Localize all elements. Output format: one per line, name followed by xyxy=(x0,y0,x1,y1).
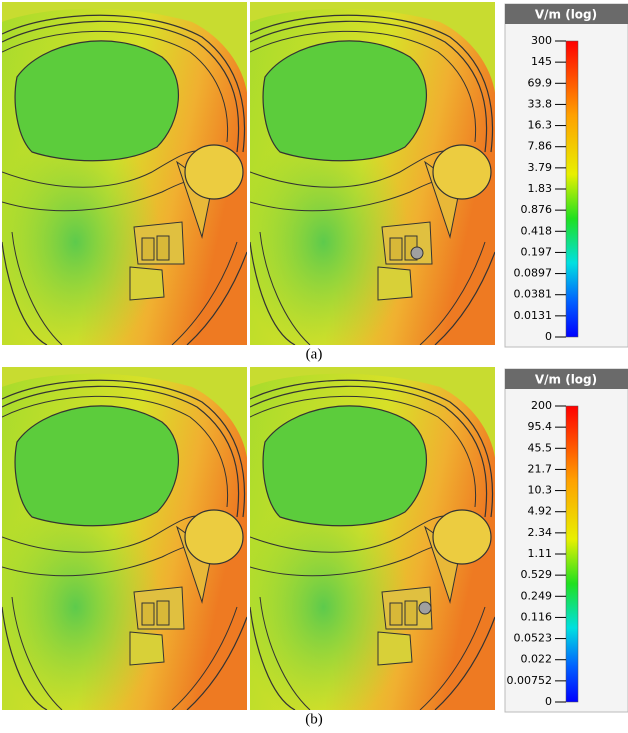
colorbar-tick-label: 0.022 xyxy=(521,653,553,666)
colorbar-tick-label: 0.529 xyxy=(521,568,553,581)
field-map xyxy=(250,367,496,710)
colorbar-tick-label: 0.0381 xyxy=(514,288,553,301)
field-map xyxy=(2,367,248,710)
field-map xyxy=(2,2,248,345)
colorbar-tick-label: 33.8 xyxy=(528,97,553,110)
colorbar-tick-label: 0.249 xyxy=(521,589,553,602)
colorbar-tick-label: 2.34 xyxy=(528,526,553,539)
colorbar-tick-label: 200 xyxy=(531,399,552,412)
colorbar-tick-label: 0 xyxy=(545,330,552,343)
colorbar xyxy=(565,40,579,338)
colorbar-tick-label: 1.11 xyxy=(528,547,553,560)
colorbar xyxy=(565,405,579,703)
panel-label: (b) xyxy=(305,711,323,727)
colorbar-tick-label: 0.197 xyxy=(521,245,553,258)
field-map xyxy=(250,2,496,345)
colorbar-tick-label: 16.3 xyxy=(528,119,553,132)
colorbar-tick-label: 0.876 xyxy=(521,203,553,216)
colorbar-tick-label: 7.86 xyxy=(528,140,553,153)
colorbar-tick-label: 1.83 xyxy=(528,182,553,195)
tooth-spot xyxy=(410,246,424,260)
colorbar-tick-label: 3.79 xyxy=(528,161,553,174)
tooth-spot xyxy=(418,601,432,615)
colorbar-tick-label: 300 xyxy=(531,34,552,47)
colorbar-tick-label: 0.00752 xyxy=(507,674,553,687)
colorbar-tick-label: 0.0897 xyxy=(514,267,553,280)
colorbar-title: V/m (log) xyxy=(535,373,597,387)
colorbar-tick-label: 145 xyxy=(531,55,552,68)
colorbar-tick-label: 0.0523 xyxy=(514,632,553,645)
colorbar-tick-label: 45.5 xyxy=(528,441,553,454)
colorbar-tick-label: 69.9 xyxy=(528,76,553,89)
colorbar-tick-label: 21.7 xyxy=(528,462,553,475)
colorbar-tick-label: 4.92 xyxy=(528,505,553,518)
panel-label: (a) xyxy=(306,346,323,362)
colorbar-title: V/m (log) xyxy=(535,8,597,22)
colorbar-tick-label: 95.4 xyxy=(528,420,553,433)
colorbar-title-bg xyxy=(505,369,628,389)
colorbar-title-bg xyxy=(505,4,628,24)
colorbar-tick-label: 10.3 xyxy=(528,484,553,497)
colorbar-tick-label: 0.116 xyxy=(521,610,553,623)
colorbar-tick-label: 0.0131 xyxy=(514,309,553,322)
colorbar-tick-label: 0.418 xyxy=(521,224,553,237)
colorbar-tick-label: 0 xyxy=(545,695,552,708)
